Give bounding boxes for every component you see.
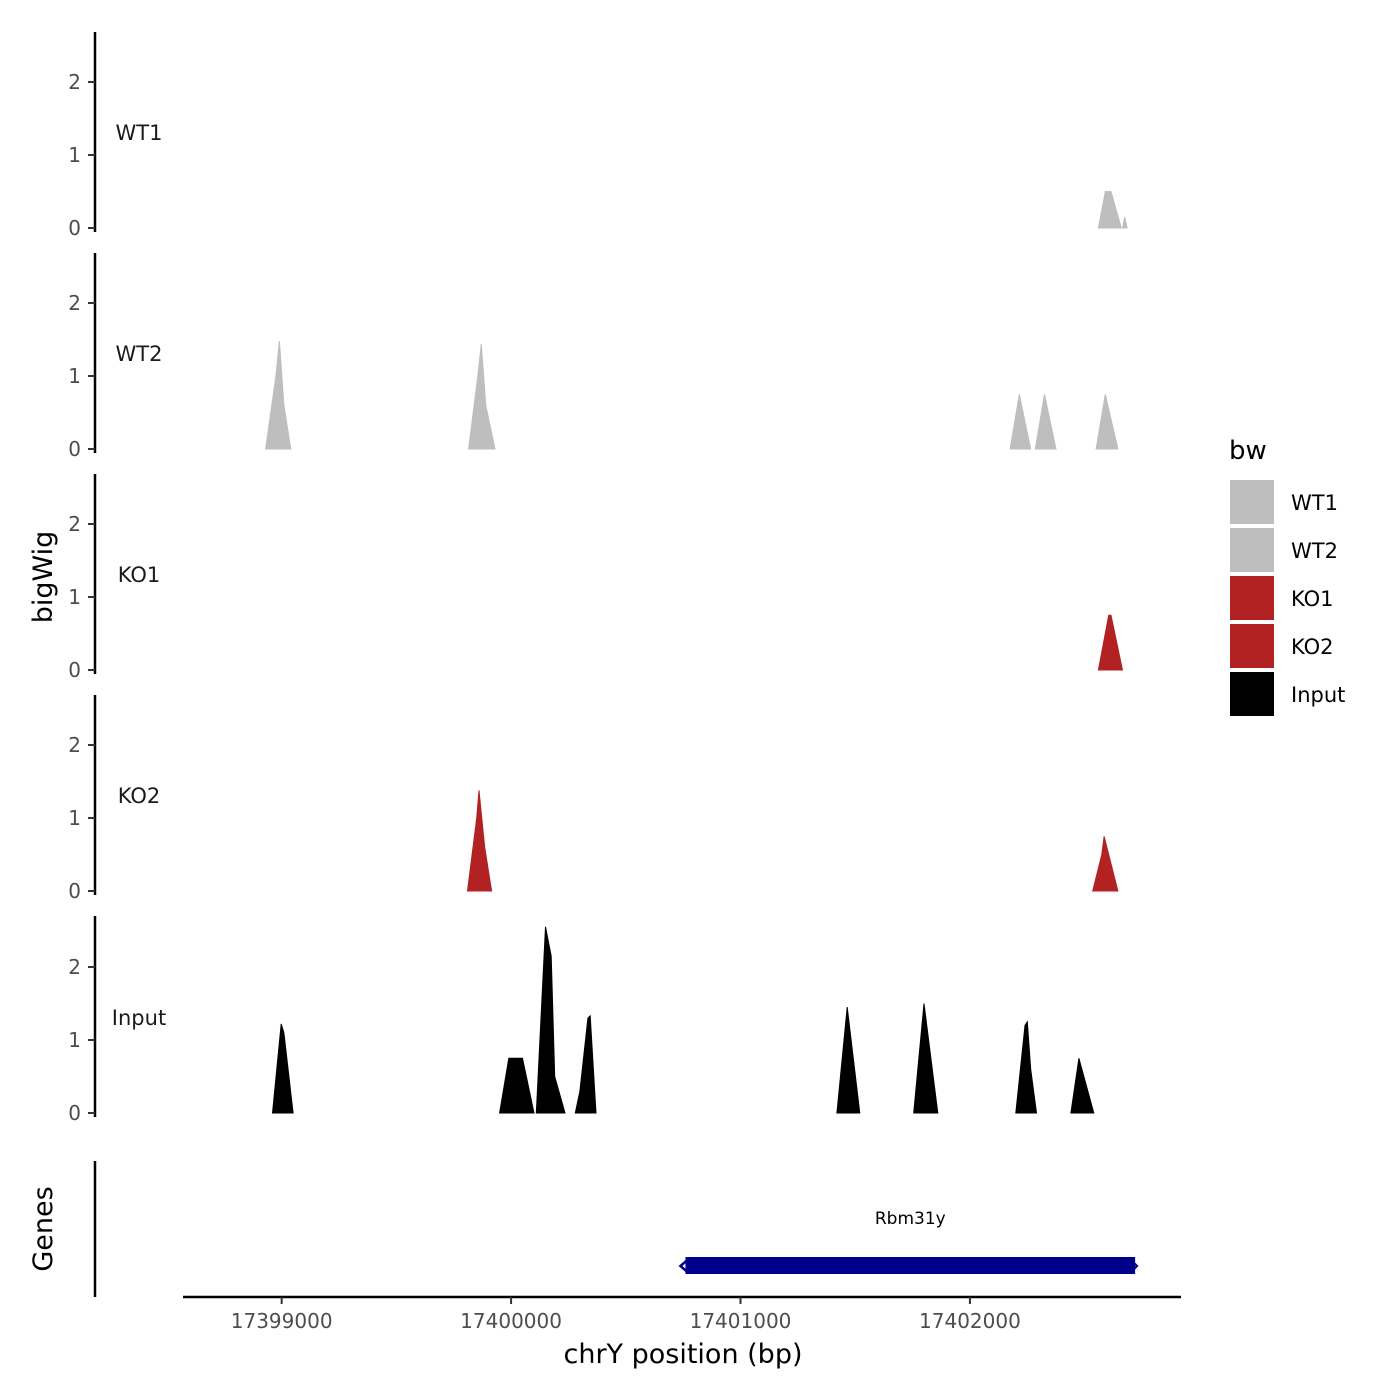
legend-label: WT2 bbox=[1291, 539, 1338, 563]
y-tick-label: 0 bbox=[68, 879, 81, 903]
y-axis-title: bigWig bbox=[28, 531, 59, 624]
legend-item-wt2: WT2 bbox=[1230, 528, 1338, 572]
signal-peak bbox=[535, 926, 566, 1114]
y-tick-label: 1 bbox=[68, 143, 81, 167]
signal-peak bbox=[1009, 394, 1032, 450]
signal-peak bbox=[1092, 836, 1119, 892]
x-tick-label: 17401000 bbox=[690, 1309, 792, 1333]
track-ko1: 0 1 2 KO1 bbox=[68, 474, 1124, 682]
track-ko2: 0 1 2 KO2 bbox=[68, 695, 1119, 903]
y-tick-label: 0 bbox=[68, 658, 81, 682]
signal-peak bbox=[265, 340, 292, 450]
gene-body bbox=[685, 1257, 1136, 1274]
gene-label: Rbm31y bbox=[875, 1209, 946, 1229]
track-wt1: 0 1 2 WT1 bbox=[68, 32, 1128, 240]
y-tick-label: 2 bbox=[68, 512, 81, 536]
signal-peak bbox=[466, 790, 493, 892]
signal-peak bbox=[1070, 1058, 1095, 1114]
legend-item-ko2: KO2 bbox=[1230, 624, 1334, 668]
x-tick-label: 17400000 bbox=[460, 1309, 562, 1333]
x-tick-label: 17402000 bbox=[919, 1309, 1021, 1333]
gene-rbm31y: Rbm31y bbox=[678, 1209, 1139, 1274]
y-tick-label: 1 bbox=[68, 585, 81, 609]
legend-swatch bbox=[1230, 576, 1274, 620]
y-tick-label: 2 bbox=[68, 70, 81, 94]
legend-label: WT1 bbox=[1291, 491, 1338, 515]
legend-title: bw bbox=[1229, 436, 1267, 466]
signal-peak bbox=[499, 1057, 535, 1114]
track-wt2: 0 1 2 WT2 bbox=[68, 253, 1119, 461]
signal-peak bbox=[913, 1003, 939, 1114]
y-tick-label: 2 bbox=[68, 955, 81, 979]
y-tick-label: 0 bbox=[68, 1101, 81, 1125]
y-tick-label: 1 bbox=[68, 806, 81, 830]
signal-peak bbox=[574, 1014, 597, 1114]
y-tick-label: 2 bbox=[68, 291, 81, 315]
strand-arrow-icon bbox=[678, 1259, 689, 1273]
genes-layer: Genes Rbm31y bbox=[28, 1161, 1139, 1297]
signal-peak bbox=[1097, 191, 1122, 229]
legend-label: KO1 bbox=[1291, 587, 1334, 611]
track-label: KO1 bbox=[118, 563, 161, 587]
signal-peak bbox=[271, 1023, 294, 1114]
signal-peak bbox=[468, 343, 496, 450]
signal-peak bbox=[1034, 394, 1057, 450]
legend-item-input: Input bbox=[1230, 672, 1345, 716]
legend-swatch bbox=[1230, 528, 1274, 572]
legend: bw WT1 WT2 KO1 KO2 Input bbox=[1229, 436, 1345, 716]
x-tick-label: 17399000 bbox=[231, 1309, 333, 1333]
y-tick-label: 1 bbox=[68, 1028, 81, 1052]
track-label: WT1 bbox=[116, 121, 163, 145]
gene-end-mark bbox=[1133, 1262, 1139, 1270]
track-input: 0 1 2 Input bbox=[68, 916, 1095, 1125]
signal-peak bbox=[1015, 1020, 1038, 1114]
x-axis-title: chrY position (bp) bbox=[563, 1339, 802, 1370]
signal-peak bbox=[1121, 216, 1128, 229]
tracks-layer: 0 1 2 WT1 0 1 2 WT2 0 1 2 KO1 0 1 2 KO2 0 1 2 Input bbox=[68, 32, 1128, 1125]
y-tick-label: 1 bbox=[68, 364, 81, 388]
legend-item-wt1: WT1 bbox=[1230, 480, 1338, 524]
track-label: WT2 bbox=[116, 342, 163, 366]
y-tick-label: 2 bbox=[68, 733, 81, 757]
signal-peak bbox=[1097, 614, 1124, 671]
legend-swatch bbox=[1230, 480, 1274, 524]
legend-label: KO2 bbox=[1291, 635, 1334, 659]
signal-peak bbox=[1095, 394, 1119, 450]
track-label: Input bbox=[112, 1006, 166, 1030]
legend-swatch bbox=[1230, 672, 1274, 716]
track-label: KO2 bbox=[118, 784, 161, 808]
legend-item-ko1: KO1 bbox=[1230, 576, 1334, 620]
genes-axis-title: Genes bbox=[28, 1186, 59, 1271]
x-axis: 17399000 17400000 17401000 17402000 bbox=[183, 1295, 1181, 1333]
signal-peak bbox=[836, 1007, 861, 1114]
legend-label: Input bbox=[1291, 683, 1345, 707]
y-tick-label: 0 bbox=[68, 216, 81, 240]
legend-swatch bbox=[1230, 624, 1274, 668]
y-tick-label: 0 bbox=[68, 437, 81, 461]
